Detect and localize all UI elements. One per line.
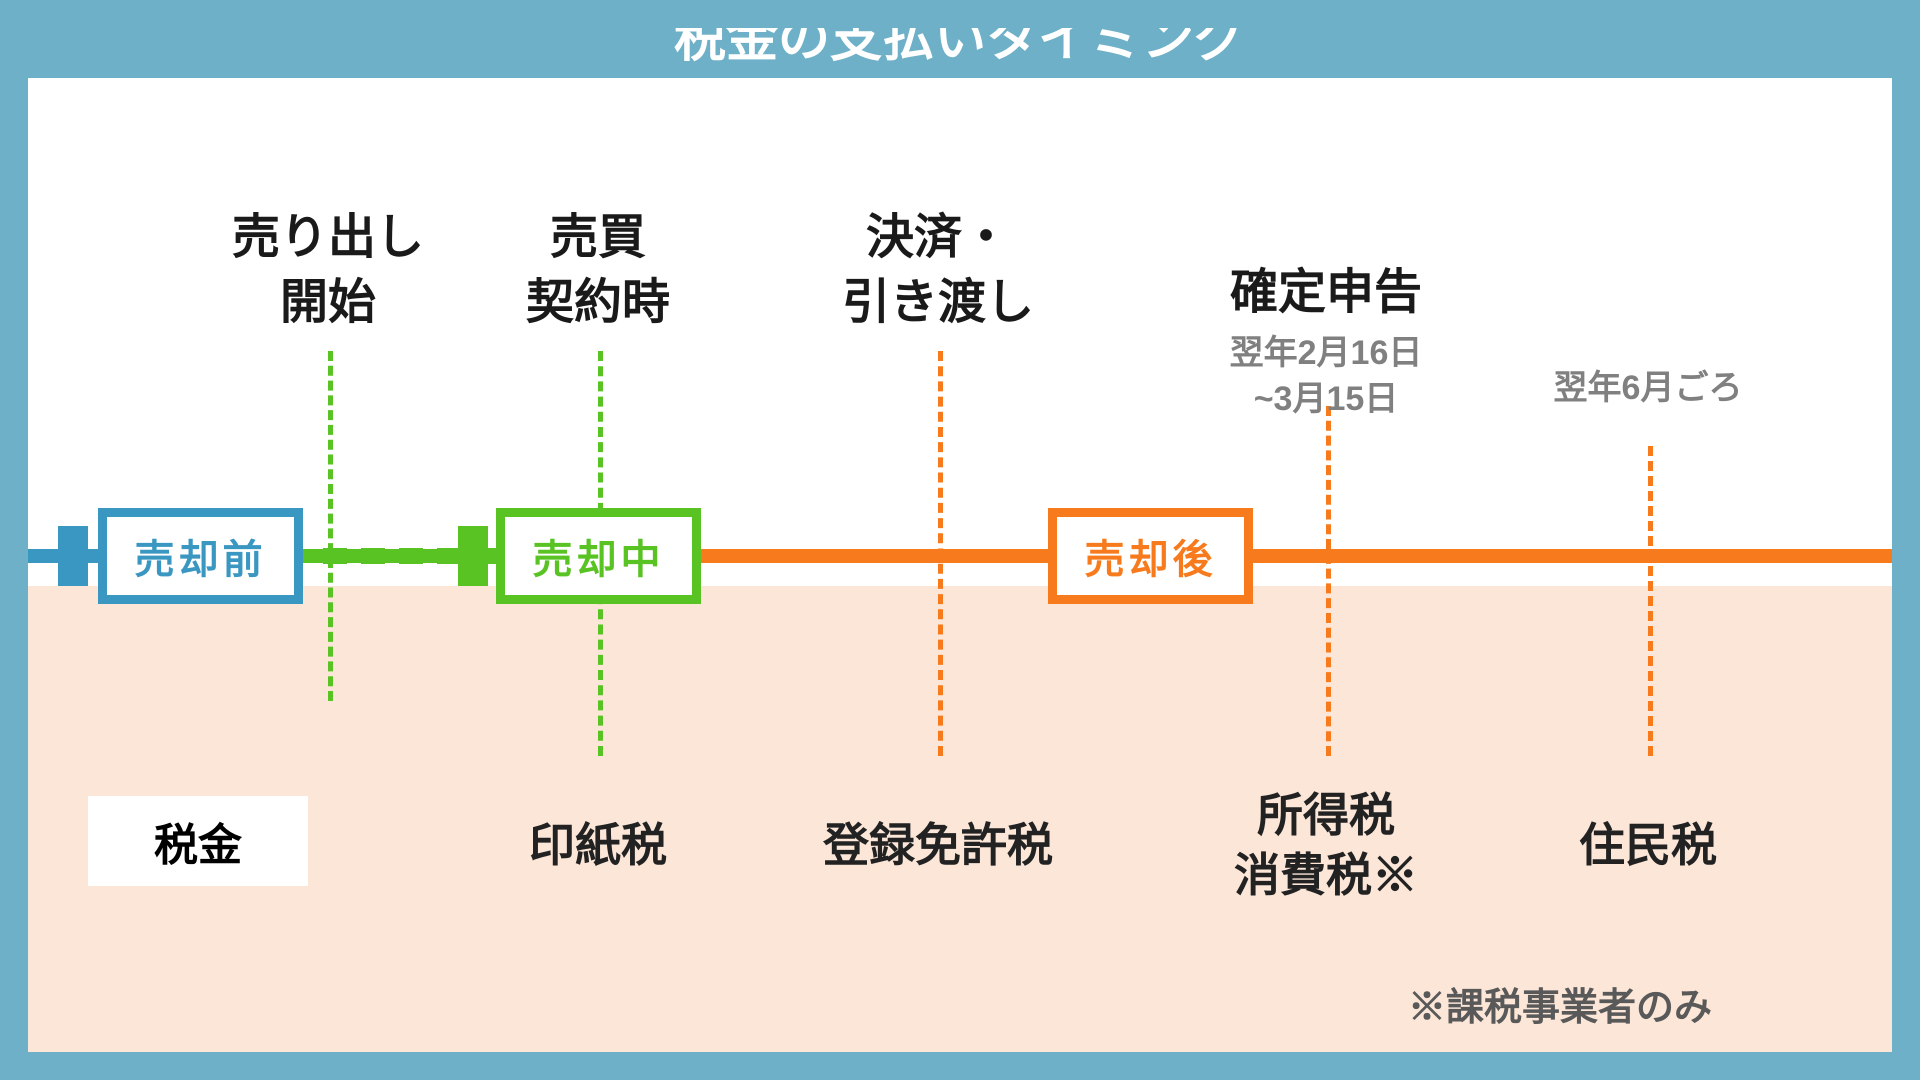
timeline-area: 売却前売却中売却後売り出し 開始売買 契約時決済・ 引き渡し確定申告翌年2月16… (28, 106, 1892, 1052)
event-marker (1326, 406, 1331, 756)
phase-box: 売却中 (496, 508, 701, 604)
event-marker (938, 351, 943, 756)
event-marker (328, 351, 333, 701)
phase-box: 売却前 (98, 508, 303, 604)
footnote: ※課税事業者のみ (1408, 976, 1712, 1031)
timeline-bar (668, 549, 1892, 563)
title: 税金の支払いタイミング (28, 28, 1892, 78)
event-marker (1648, 446, 1653, 756)
event-label: 確定申告 (1126, 261, 1526, 326)
phase-box: 売却後 (1048, 508, 1253, 604)
timeline-bar-cap (58, 526, 88, 586)
tax-label: 登録免許税 (738, 816, 1138, 876)
event-label: 決済・ 引き渡し (738, 206, 1138, 336)
event-sublabel: 翌年6月ごろ (1448, 366, 1848, 412)
tax-label: 住民税 (1448, 816, 1848, 876)
tax-heading: 税金 (88, 796, 308, 886)
dotted-connector (323, 548, 499, 564)
